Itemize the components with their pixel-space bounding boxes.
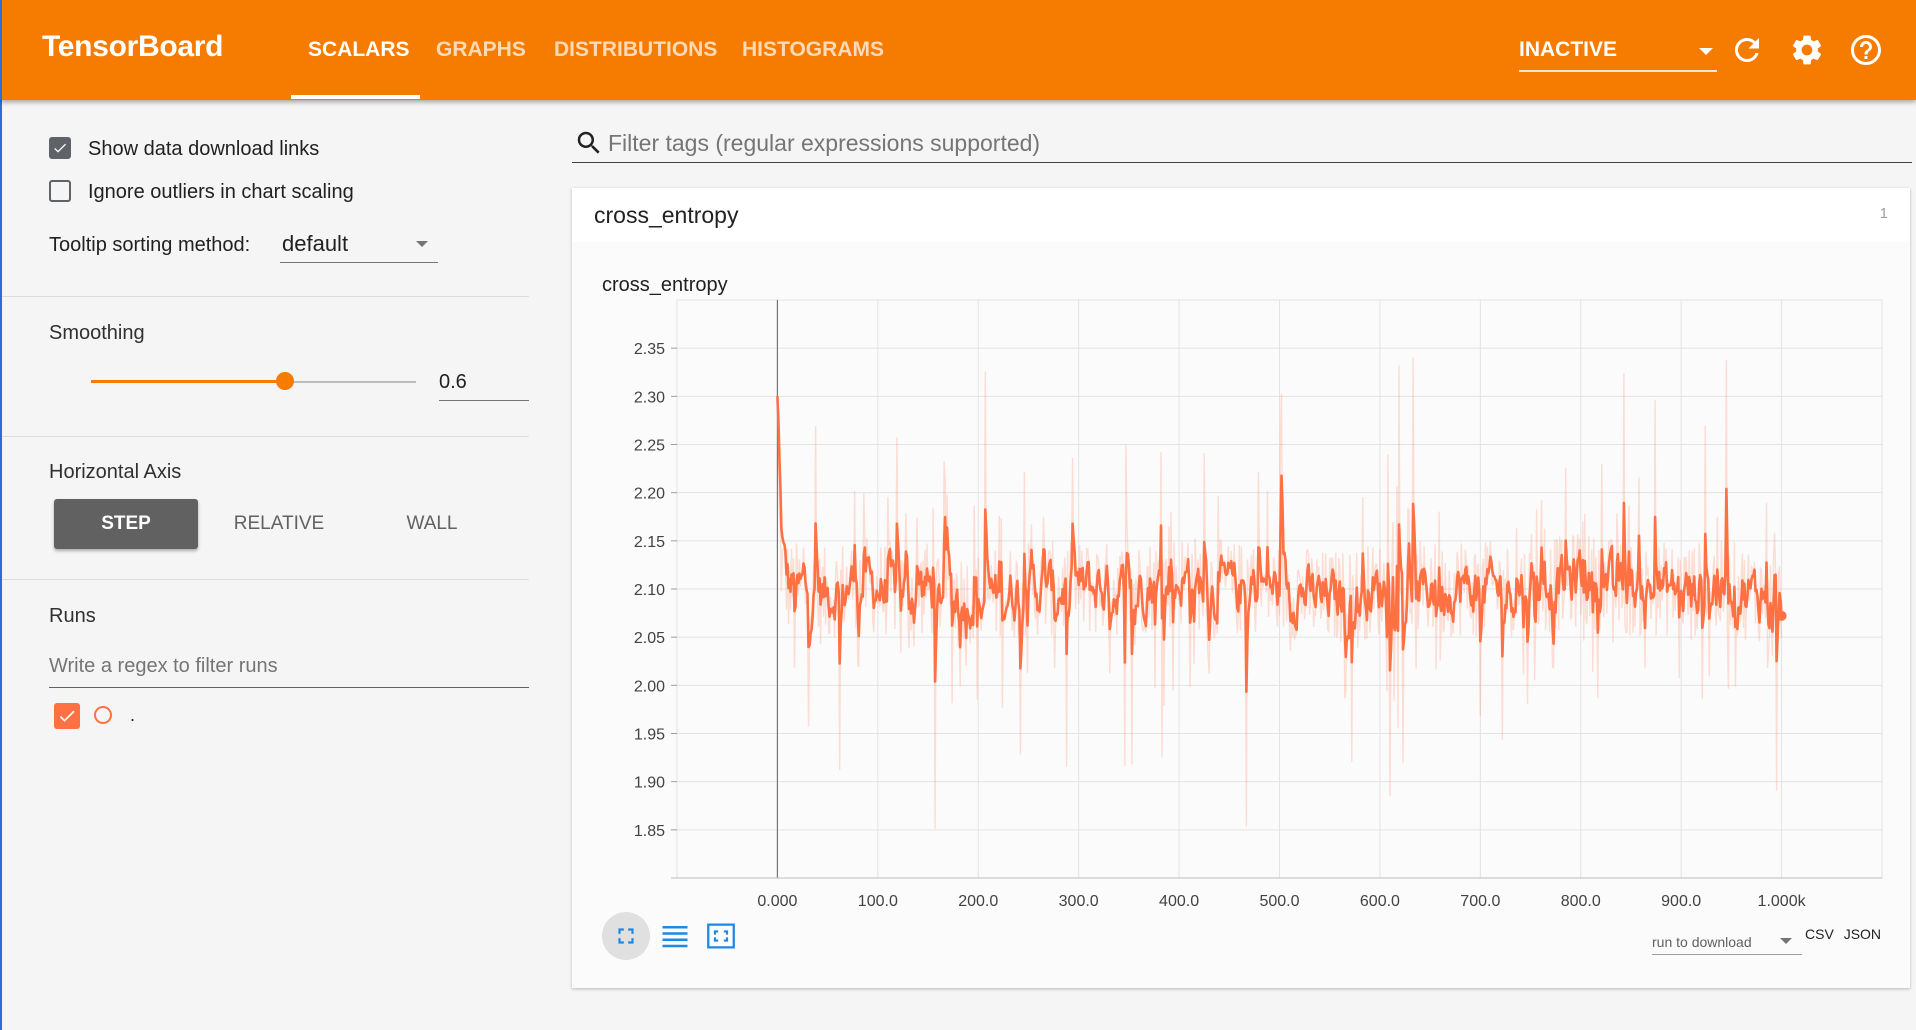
- axis-wall-button[interactable]: WALL: [406, 513, 458, 534]
- run-to-download-dropdown[interactable]: run to download: [1652, 924, 1802, 955]
- smoothing-title: Smoothing: [49, 322, 145, 344]
- y-tick-label: 2.35: [634, 341, 665, 358]
- check-icon: [54, 143, 66, 153]
- tab-histograms[interactable]: HISTOGRAMS: [742, 38, 884, 61]
- axis-step-button[interactable]: STEP: [54, 499, 198, 549]
- smoothing-value: 0.6: [439, 371, 467, 393]
- y-tick-label: 2.25: [634, 438, 665, 455]
- runs-filter-input[interactable]: Write a regex to filter runs: [49, 652, 529, 688]
- show-download-links-checkbox[interactable]: [49, 137, 71, 159]
- divider: [2, 436, 529, 437]
- category-count: 1: [1879, 205, 1888, 222]
- chevron-down-icon: [1780, 938, 1792, 944]
- x-tick-label: 0.000: [757, 893, 797, 910]
- inactive-dashboards-dropdown[interactable]: INACTIVE: [1519, 38, 1717, 72]
- horizontal-axis-title: Horizontal Axis: [49, 461, 182, 483]
- axis-relative-button[interactable]: RELATIVE: [233, 513, 325, 534]
- category-header[interactable]: cross_entropy 1: [572, 188, 1910, 243]
- series-end-point: [1776, 610, 1787, 621]
- app-brand: TensorBoard: [42, 30, 224, 63]
- y-tick-label: 2.30: [634, 389, 665, 406]
- y-tick-label: 1.85: [634, 823, 665, 840]
- tab-distributions[interactable]: DISTRIBUTIONS: [554, 38, 718, 61]
- x-tick-label: 500.0: [1259, 893, 1299, 910]
- fullscreen-icon: [618, 928, 634, 944]
- inactive-label: INACTIVE: [1519, 38, 1618, 61]
- y-tick-label: 1.95: [634, 727, 665, 744]
- y-tick-label: 1.90: [634, 775, 665, 792]
- x-tick-label: 200.0: [958, 893, 998, 910]
- expand-chart-button[interactable]: [602, 912, 650, 960]
- smoothing-slider-fill: [91, 380, 285, 383]
- y-tick-label: 2.15: [634, 534, 665, 551]
- tag-filter-placeholder: Filter tags (regular expressions support…: [608, 130, 1041, 156]
- divider: [2, 579, 529, 580]
- x-tick-label: 900.0: [1661, 893, 1701, 910]
- csv-download-link[interactable]: CSV: [1805, 926, 1834, 942]
- ignore-outliers-label: Ignore outliers in chart scaling: [88, 181, 354, 203]
- active-tab-indicator: [291, 95, 420, 99]
- x-tick-label: 100.0: [858, 893, 898, 910]
- smoothing-slider-knob[interactable]: [276, 372, 294, 390]
- x-tick-label: 800.0: [1561, 893, 1601, 910]
- x-tick-label: 400.0: [1159, 893, 1199, 910]
- category-name: cross_entropy: [594, 202, 739, 228]
- chart-title: cross_entropy: [602, 274, 728, 296]
- run-item[interactable]: .: [54, 703, 254, 731]
- json-download-link[interactable]: JSON: [1843, 926, 1882, 942]
- y-tick-label: 2.10: [634, 582, 665, 599]
- runs-title: Runs: [49, 605, 96, 627]
- download-links: CSV JSON: [1805, 926, 1881, 942]
- settings-icon[interactable]: [1789, 32, 1825, 68]
- tab-scalars[interactable]: SCALARS: [308, 38, 410, 61]
- chevron-down-icon: [1699, 48, 1713, 55]
- scalar-chart[interactable]: 2.35 2.30 2.25 2.20 2.15 2.10 2.05 2.00 1.95 1.90…: [572, 242, 1910, 988]
- y-tick-label: 2.00: [634, 678, 665, 695]
- tab-graphs[interactable]: GRAPHS: [436, 38, 526, 61]
- sidebar: Show data download links Ignore outliers…: [0, 100, 529, 1030]
- run-to-download-label: run to download: [1652, 934, 1752, 950]
- x-tick-label: 1.000k: [1758, 893, 1807, 910]
- y-tick-label: 2.05: [634, 630, 665, 647]
- runs-filter-placeholder: Write a regex to filter runs: [49, 655, 278, 677]
- x-tick-label: 300.0: [1059, 893, 1099, 910]
- run-checkbox[interactable]: [54, 703, 80, 729]
- y-tick-label: 2.20: [634, 486, 665, 503]
- chevron-down-icon: [416, 241, 428, 247]
- x-tick-label: 600.0: [1360, 893, 1400, 910]
- smoothing-value-input[interactable]: 0.6: [439, 368, 529, 401]
- show-download-links-label: Show data download links: [88, 138, 320, 160]
- search-icon: [577, 131, 600, 154]
- run-color-radio[interactable]: [94, 706, 112, 724]
- divider: [2, 296, 529, 297]
- tooltip-sorting-value: default: [282, 231, 349, 256]
- top-toolbar: TensorBoard SCALARS GRAPHS DISTRIBUTIONS…: [0, 0, 1916, 100]
- scalar-chart-panel: cross_entropy 2.35 2.30 2.25 2.20 2.15 2.10 2.…: [572, 242, 1910, 988]
- ignore-outliers-checkbox[interactable]: [49, 180, 71, 202]
- raw-series-line: [776, 357, 1783, 829]
- tooltip-sorting-dropdown[interactable]: default: [280, 224, 438, 263]
- log-scale-toggle-icon[interactable]: [660, 921, 690, 951]
- tag-filter-input[interactable]: Filter tags (regular expressions support…: [572, 118, 1912, 163]
- tooltip-sorting-label: Tooltip sorting method:: [49, 234, 251, 256]
- category-card: cross_entropy 1 cross_entropy 2.35 2.30 2.…: [572, 188, 1910, 988]
- fit-domain-icon[interactable]: [704, 919, 738, 953]
- reload-icon[interactable]: [1729, 32, 1765, 68]
- smoothed-series-line: [776, 396, 1783, 693]
- run-name: .: [130, 705, 136, 725]
- help-icon[interactable]: [1848, 32, 1884, 68]
- x-tick-label: 700.0: [1460, 893, 1500, 910]
- check-icon: [59, 710, 75, 722]
